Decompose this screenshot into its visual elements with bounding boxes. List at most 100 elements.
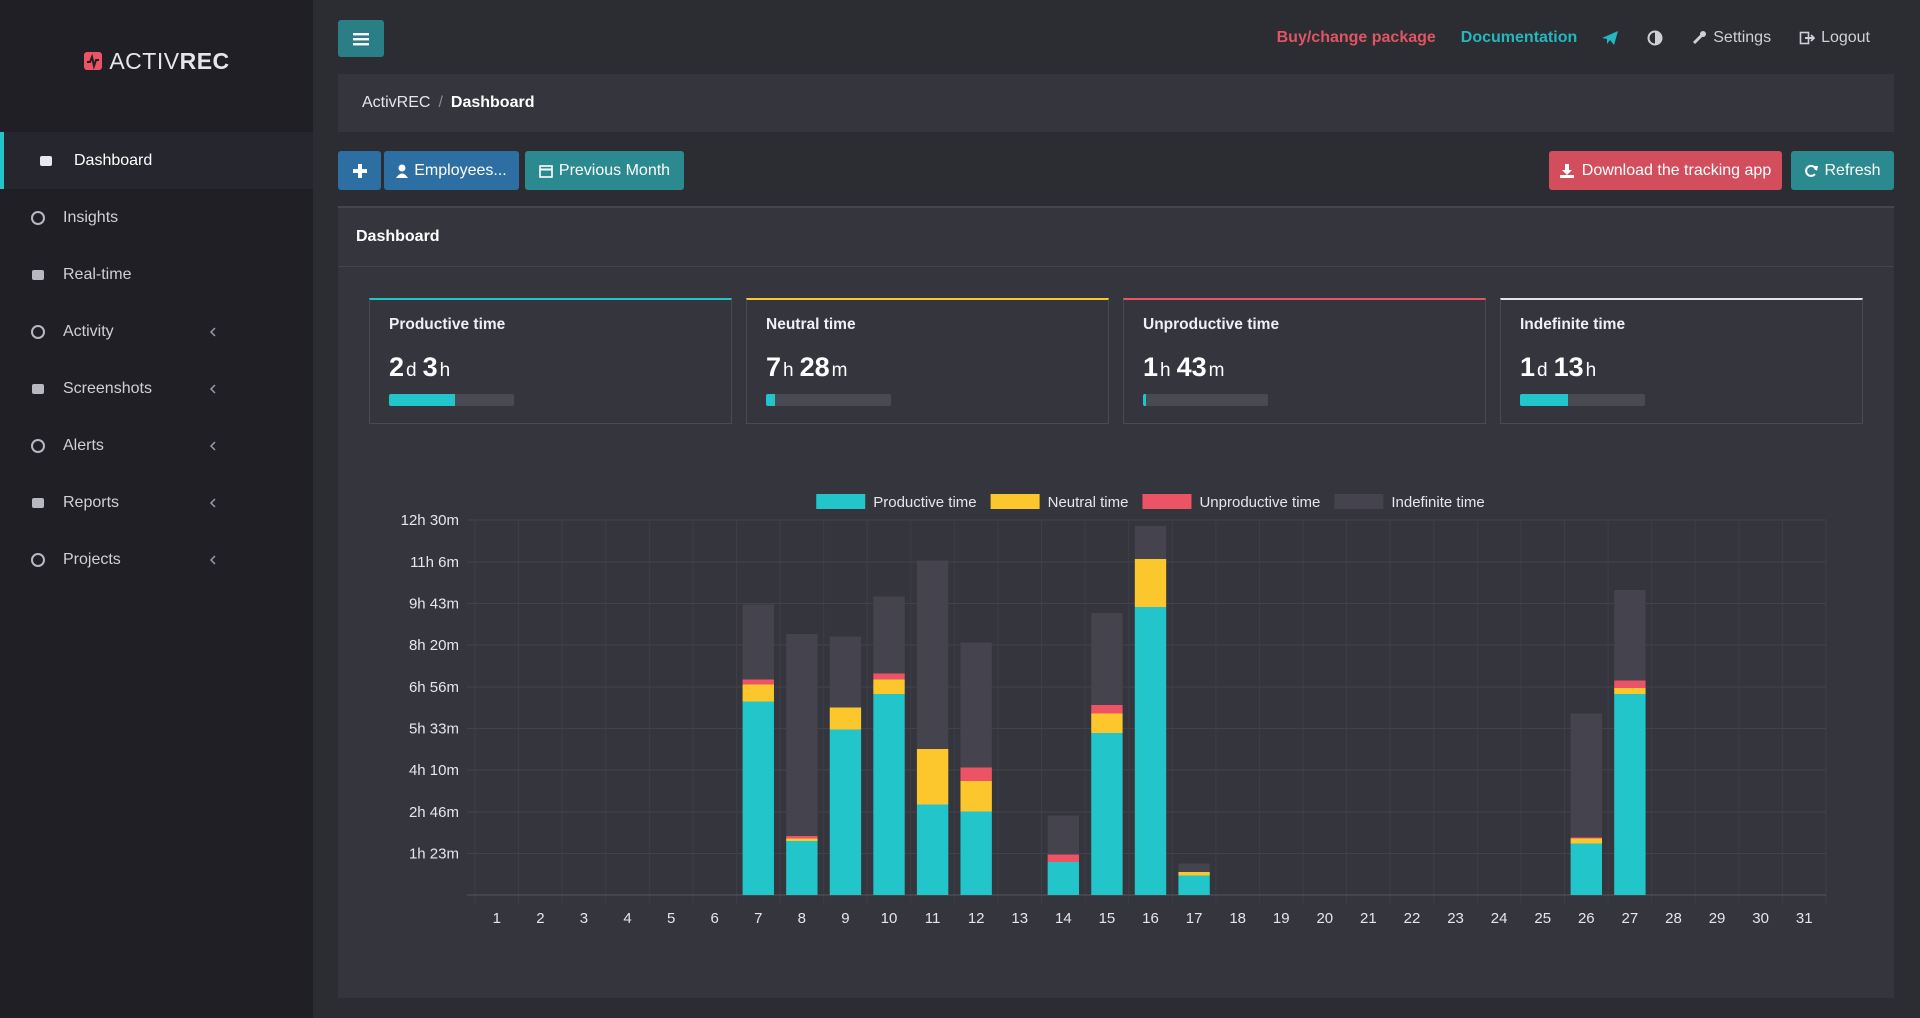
logout-link[interactable]: Logout <box>1799 29 1870 47</box>
submenu-chevron <box>209 440 216 451</box>
telegram-icon[interactable] <box>1601 30 1619 46</box>
bar-segment <box>1047 854 1080 862</box>
value-number: 7 <box>766 352 782 382</box>
bar-segment <box>1178 872 1210 876</box>
x-tick-label: 15 <box>1099 910 1116 927</box>
icon-shape <box>31 210 45 225</box>
logo[interactable]: ACTIVREC <box>0 48 313 75</box>
employees-button[interactable]: Employees... <box>384 151 519 190</box>
menu-icon <box>32 497 44 508</box>
x-tick-label: 3 <box>580 910 588 927</box>
menu-label: Alerts <box>63 436 104 454</box>
bar-segment <box>742 684 774 702</box>
buy-link[interactable]: Buy/change package <box>1276 29 1436 46</box>
icon-shape <box>32 269 44 280</box>
bar-segment <box>960 642 992 768</box>
download-text: Download the tracking app <box>1581 161 1772 179</box>
y-tick-label: 1h 23m <box>409 846 459 863</box>
chevron-shape <box>209 440 216 451</box>
progress-track <box>1520 394 1645 406</box>
breadcrumb-separator: / <box>438 94 443 111</box>
previous-month-button[interactable]: Previous Month <box>525 151 684 190</box>
y-tick-label: 8h 20m <box>409 637 459 654</box>
bar-segment <box>873 596 905 674</box>
y-tick-label: 6h 56m <box>409 679 459 696</box>
menu-icon <box>31 552 45 567</box>
icon-shape <box>32 383 44 394</box>
bar-segment <box>1570 843 1602 895</box>
x-tick-label: 29 <box>1709 910 1726 927</box>
bar-segment <box>960 781 992 812</box>
value-unit: h <box>1160 360 1171 381</box>
breadcrumb-root[interactable]: ActivREC <box>362 94 431 111</box>
card-title: Unproductive time <box>1143 316 1280 333</box>
progress-fill <box>766 394 775 406</box>
settings-link[interactable]: Settings <box>1691 29 1771 47</box>
menu-item[interactable]: Real-time <box>0 246 313 303</box>
bar-segment <box>1570 837 1602 839</box>
bar-segment <box>916 749 949 805</box>
bar-segment <box>786 634 818 836</box>
card-value: 7 h 28 m <box>766 352 853 383</box>
progress-track <box>389 394 514 406</box>
x-tick-label: 14 <box>1055 910 1072 927</box>
value-number: 28 <box>799 352 830 382</box>
bar-segment <box>873 694 905 895</box>
menu-item[interactable]: Alerts <box>0 417 313 474</box>
menu-icon <box>31 210 45 225</box>
progress-fill <box>1520 394 1568 406</box>
x-tick-label: 18 <box>1229 910 1246 927</box>
chevron-shape <box>209 383 216 394</box>
menu-label: Projects <box>63 550 121 568</box>
download-button[interactable]: Download the tracking app <box>1549 151 1782 190</box>
value-number: 2 <box>389 352 405 382</box>
menu-label: Activity <box>63 322 114 340</box>
x-tick-label: 31 <box>1796 910 1813 927</box>
logo-icon <box>84 52 103 70</box>
value-number: 43 <box>1176 352 1207 382</box>
value-unit: m <box>831 360 848 381</box>
add-button[interactable] <box>338 151 381 190</box>
card-value: 1 h 43 m <box>1143 352 1230 383</box>
value-unit: d <box>1537 360 1548 381</box>
refresh-button[interactable]: Refresh <box>1791 151 1894 190</box>
x-tick-label: 27 <box>1622 910 1639 927</box>
breadcrumb-current: Dashboard <box>450 94 535 111</box>
menu-toggle[interactable] <box>338 20 384 57</box>
bar-segment <box>829 636 862 708</box>
stat-card: Unproductive time 1 h 43 m <box>1123 298 1486 424</box>
chevron-shape <box>209 554 216 565</box>
logo-light: ACTIV <box>109 48 180 74</box>
theme-toggle[interactable] <box>1647 30 1663 46</box>
menu-label: Insights <box>63 208 119 226</box>
panel-title: Dashboard <box>356 228 440 245</box>
bar-segment <box>829 707 862 730</box>
menu-item[interactable]: Reports <box>0 474 313 531</box>
icon-shape <box>40 155 52 166</box>
y-tick-label: 5h 33m <box>409 721 459 738</box>
menu-item[interactable]: Activity <box>0 303 313 360</box>
x-tick-label: 19 <box>1273 910 1290 927</box>
y-tick-label: 11h 6m <box>410 554 459 571</box>
value-unit: h <box>439 360 451 381</box>
bar-segment <box>1091 705 1123 714</box>
legend-label: Indefinite time <box>1391 494 1484 511</box>
chart: 1h 23m 2h 46m 4h 10m 5h 33m 6h 56m 8h 20m 9h 4… <box>401 494 1827 927</box>
menu-item[interactable]: Dashboard <box>0 132 313 189</box>
bar-segment <box>960 767 992 781</box>
menu-item[interactable]: Screenshots <box>0 360 313 417</box>
legend-label: Productive time <box>873 494 976 511</box>
value-unit: h <box>1585 360 1597 381</box>
submenu-chevron <box>209 383 216 394</box>
bar-segment <box>916 804 949 895</box>
progress-fill <box>389 394 456 406</box>
y-tick-label: 12h 30m <box>401 512 459 529</box>
docs-link[interactable]: Documentation <box>1460 29 1578 46</box>
menu-item[interactable]: Projects <box>0 531 313 588</box>
x-tick-label: 17 <box>1186 910 1203 927</box>
card-value: 1 d 13 h <box>1520 352 1602 383</box>
legend: Productive time Neutral time Unproductive … <box>816 494 1485 511</box>
x-tick-label: 20 <box>1316 910 1333 927</box>
legend-label: Unproductive time <box>1199 494 1320 511</box>
menu-item[interactable]: Insights <box>0 189 313 246</box>
